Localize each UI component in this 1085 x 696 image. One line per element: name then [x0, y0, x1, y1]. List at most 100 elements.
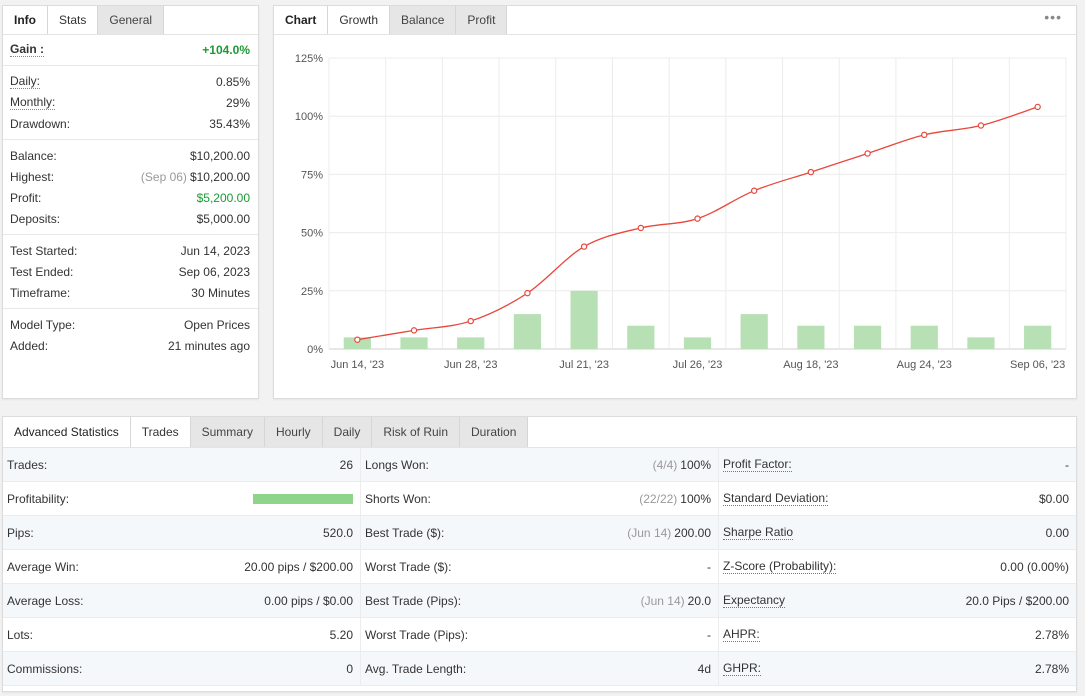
- trades-value: 26: [339, 457, 353, 472]
- tab-info[interactable]: Info: [3, 6, 48, 34]
- tab-general[interactable]: General: [98, 6, 165, 34]
- growth-point: [1034, 103, 1041, 111]
- test-ended-label: Test Ended:: [10, 264, 74, 279]
- shorts-won-label: Shorts Won:: [365, 491, 431, 506]
- tab-advanced-statistics[interactable]: Advanced Statistics: [3, 417, 131, 447]
- tab-chart[interactable]: Chart: [274, 6, 329, 34]
- bar: [570, 290, 598, 349]
- drawdown-value: 35.43%: [209, 116, 250, 131]
- y-tick-label: 75%: [301, 169, 323, 181]
- best-trade-usd-value-wrap: (Jun 14) 200.00: [627, 526, 711, 540]
- profit-factor-label[interactable]: Profit Factor:: [723, 457, 792, 472]
- tab-balance[interactable]: Balance: [390, 6, 457, 34]
- average-loss-label: Average Loss:: [7, 593, 84, 608]
- bar: [853, 325, 882, 349]
- longs-won-row: Longs Won: (4/4) 100%: [361, 448, 718, 482]
- deposits-row: Deposits: $5,000.00: [3, 208, 258, 229]
- tab-duration[interactable]: Duration: [460, 417, 529, 447]
- added-value: 21 minutes ago: [167, 338, 250, 353]
- tab-stats[interactable]: Stats: [48, 6, 99, 34]
- x-tick-label: Jul 26, '23: [673, 359, 723, 371]
- x-tick-label: Jun 14, '23: [331, 359, 384, 371]
- drawdown-label: Drawdown:: [10, 116, 71, 131]
- bar: [513, 314, 542, 349]
- z-score-label[interactable]: Z-Score (Probability):: [723, 559, 837, 574]
- tab-profit[interactable]: Profit: [456, 6, 508, 34]
- tab-trades[interactable]: Trades: [130, 417, 191, 447]
- more-options-icon[interactable]: •••: [1044, 9, 1062, 25]
- expectancy-value: 20.0 Pips / $200.00: [965, 593, 1069, 608]
- growth-point: [467, 317, 474, 325]
- tab-risk-of-ruin[interactable]: Risk of Ruin: [372, 417, 461, 447]
- ghpr-label[interactable]: GHPR:: [723, 661, 762, 676]
- growth-point: [750, 187, 758, 194]
- sharpe-ratio-label[interactable]: Sharpe Ratio: [723, 525, 794, 540]
- x-tick-label: Jun 28, '23: [444, 359, 497, 371]
- average-loss-row: Average Loss: 0.00 pips / $0.00: [3, 584, 360, 618]
- trades-row: Trades: 26: [3, 448, 360, 482]
- y-tick-label: 100%: [295, 111, 323, 123]
- highest-date: (Sep 06): [140, 169, 187, 184]
- commissions-value: 0: [346, 661, 353, 676]
- best-trade-usd-date: (Jun 14): [627, 525, 672, 540]
- growth-chart: 0% 25% 50% 75% 100% 125% Jun 14, '23 Jun 28, '2…: [295, 53, 1067, 371]
- ghpr-value: 2.78%: [1034, 661, 1069, 676]
- worst-trade-usd-row: Worst Trade ($): -: [361, 550, 718, 584]
- growth-line: [357, 106, 1038, 341]
- worst-trade-pips-label: Worst Trade (Pips):: [365, 627, 469, 642]
- pips-row: Pips: 520.0: [3, 516, 360, 550]
- y-tick-label: 50%: [301, 228, 323, 240]
- best-trade-pips-value: 20.0: [687, 593, 711, 608]
- expectancy-label[interactable]: Expectancy: [723, 593, 786, 608]
- chart-panel: Chart Growth Balance Profit ••• 0% 25% 50%…: [273, 5, 1077, 399]
- tab-hourly[interactable]: Hourly: [264, 417, 323, 447]
- advanced-tabs: Advanced Statistics Trades Summary Hourl…: [3, 417, 1076, 448]
- model-type-value: Open Prices: [183, 317, 250, 332]
- avg-trade-length-label: Avg. Trade Length:: [365, 661, 467, 676]
- x-tick-label: Sep 06, '23: [1010, 359, 1065, 371]
- growth-point: [864, 150, 871, 157]
- longs-won-value-wrap: (4/4) 100%: [653, 458, 711, 472]
- bar: [967, 337, 995, 349]
- drawdown-row: Drawdown: 35.43%: [3, 113, 258, 134]
- growth-point: [580, 243, 588, 250]
- highest-value-wrap: (Sep 06) $10,200.00: [141, 170, 250, 184]
- x-tick-label: Aug 24, '23: [897, 359, 952, 371]
- highest-value: $10,200.00: [189, 169, 250, 184]
- bar: [457, 337, 485, 349]
- growth-point: [977, 122, 985, 129]
- bar: [343, 337, 371, 349]
- test-started-label: Test Started:: [10, 243, 78, 258]
- divider: [3, 234, 258, 235]
- gain-row: Gain : +104.0%: [3, 39, 258, 60]
- tab-summary[interactable]: Summary: [190, 417, 265, 447]
- highest-label: Highest:: [10, 169, 55, 184]
- tab-growth[interactable]: Growth: [328, 6, 391, 34]
- average-loss-value: 0.00 pips / $0.00: [264, 593, 353, 608]
- deposits-value: $5,000.00: [196, 211, 250, 226]
- standard-deviation-label[interactable]: Standard Deviation:: [723, 491, 829, 506]
- balance-value: $10,200.00: [189, 148, 250, 163]
- daily-row: Daily: 0.85%: [3, 71, 258, 92]
- trades-label: Trades:: [7, 457, 48, 472]
- bar: [910, 325, 938, 349]
- growth-point: [921, 131, 928, 139]
- worst-trade-pips-value: -: [707, 627, 711, 642]
- z-score-row: Z-Score (Probability): 0.00 (0.00%): [719, 550, 1076, 584]
- ahpr-label[interactable]: AHPR:: [723, 627, 760, 642]
- best-trade-usd-label: Best Trade ($):: [365, 525, 445, 540]
- bar: [683, 337, 712, 349]
- balance-row: Balance: $10,200.00: [3, 145, 258, 166]
- worst-trade-usd-label: Worst Trade ($):: [365, 559, 452, 574]
- monthly-label[interactable]: Monthly:: [10, 95, 56, 110]
- y-tick-label: 125%: [295, 53, 323, 65]
- profitability-row: Profitability:: [3, 482, 360, 516]
- shorts-won-value: 100%: [680, 491, 711, 506]
- timeframe-row: Timeframe: 30 Minutes: [3, 282, 258, 303]
- expectancy-row: Expectancy 20.0 Pips / $200.00: [719, 584, 1076, 618]
- profit-value: $5,200.00: [196, 190, 250, 205]
- daily-label[interactable]: Daily:: [10, 74, 41, 89]
- gain-label[interactable]: Gain :: [10, 42, 45, 57]
- standard-deviation-value: $0.00: [1038, 491, 1069, 506]
- tab-daily[interactable]: Daily: [322, 417, 373, 447]
